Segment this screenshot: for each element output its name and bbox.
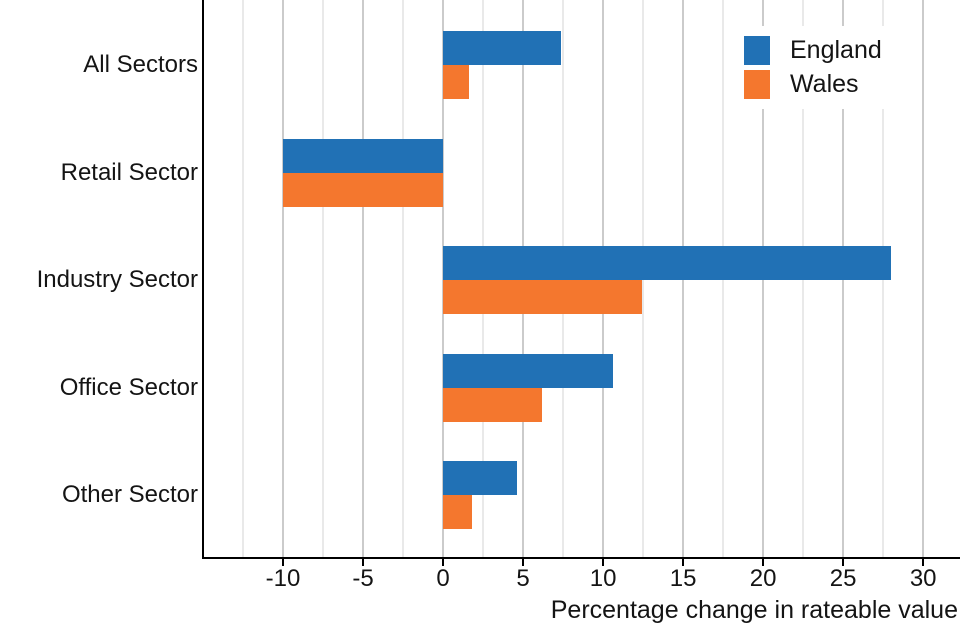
bar-england-all-sectors <box>443 31 562 65</box>
legend-entry-england: England <box>744 36 882 65</box>
category-label-office-sector: Office Sector <box>59 373 198 401</box>
category-label-industry-sector: Industry Sector <box>36 266 198 293</box>
x-tick-mark-15 <box>682 559 685 566</box>
category-label-retail-sector: Retail Sector <box>60 158 198 186</box>
gridline-minor <box>402 0 405 558</box>
wales-color-swatch <box>744 70 770 99</box>
bar-england-industry-sector <box>443 246 892 280</box>
x-tick-label-5: 5 <box>516 565 530 592</box>
x-tick-label-0: 0 <box>436 565 450 592</box>
bar-wales-other-sector <box>443 495 472 529</box>
x-tick-label-15: 15 <box>669 565 697 592</box>
x-tick-mark-5 <box>522 559 525 566</box>
bar-england-retail-sector <box>283 138 444 173</box>
legend-label-england: England <box>790 36 882 64</box>
legend-label-wales: Wales <box>790 70 859 98</box>
x-tick-label-25: 25 <box>829 565 857 592</box>
category-label-all-sectors: All Sectors <box>83 51 198 78</box>
bar-wales-industry-sector <box>443 280 642 314</box>
x-tick-label-20: 20 <box>749 565 777 592</box>
legend: England Wales <box>735 26 896 109</box>
x-tick-mark-30 <box>922 559 925 566</box>
category-label-other-sector: Other Sector <box>61 481 198 508</box>
gridline-major <box>922 0 925 558</box>
gridline-major <box>282 0 285 558</box>
x-tick-mark-20 <box>762 559 765 566</box>
x-tick-mark-0 <box>442 559 445 566</box>
x-tick-mark-10 <box>602 559 605 566</box>
x-axis-title: Percentage change in rateable value <box>550 596 958 624</box>
x-tick-label-30: 30 <box>909 565 937 592</box>
legend-entry-wales: Wales <box>744 70 882 99</box>
gridline-minor <box>322 0 325 558</box>
bar-england-office-sector <box>443 353 613 388</box>
x-tick-mark--10 <box>282 559 285 566</box>
england-color-swatch <box>744 36 770 65</box>
bar-wales-office-sector <box>443 387 543 422</box>
x-axis-line <box>202 557 960 559</box>
x-tick-mark-25 <box>842 559 845 566</box>
x-tick-label--5: -5 <box>352 565 374 592</box>
x-tick-label--10: -10 <box>265 565 301 592</box>
bar-wales-all-sectors <box>443 65 469 99</box>
x-tick-label-10: 10 <box>589 565 617 592</box>
x-tick-mark--5 <box>362 559 365 566</box>
bar-wales-retail-sector <box>283 172 444 207</box>
gridline-major <box>362 0 365 558</box>
gridline-minor <box>242 0 244 558</box>
bar-england-other-sector <box>443 461 517 495</box>
y-axis-line <box>202 0 204 559</box>
